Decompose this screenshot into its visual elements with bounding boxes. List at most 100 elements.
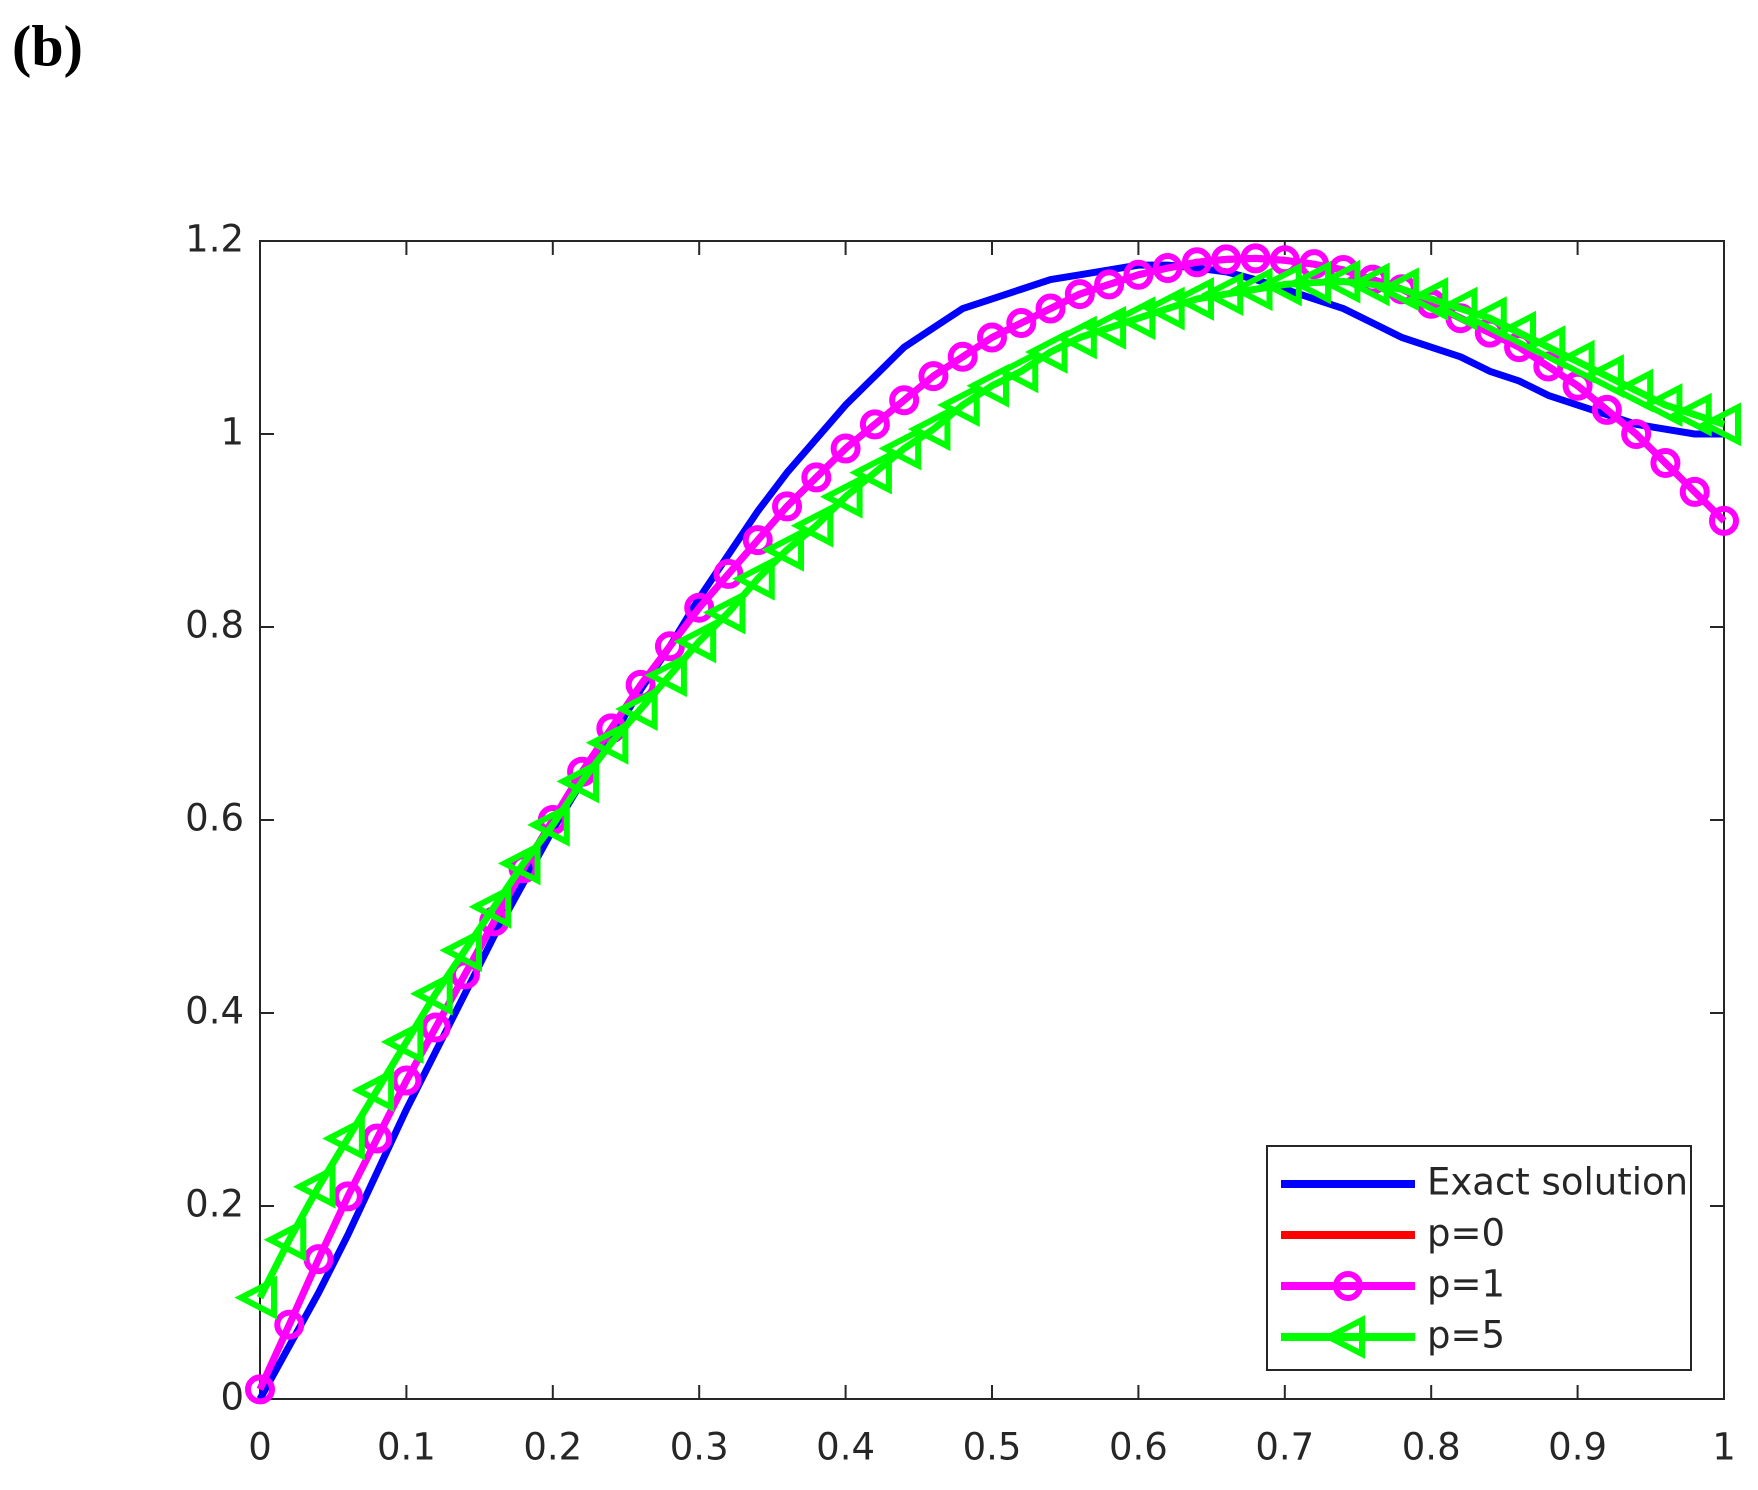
marker bbox=[234, 1275, 277, 1320]
marker bbox=[263, 1217, 307, 1262]
legend-label: p=0 bbox=[1427, 1212, 1505, 1255]
marker bbox=[420, 1012, 451, 1043]
marker bbox=[1434, 286, 1478, 331]
marker bbox=[303, 1244, 334, 1275]
marker bbox=[1639, 383, 1683, 427]
marker bbox=[713, 558, 744, 589]
x-tick-label: 1 bbox=[1712, 1426, 1736, 1469]
marker bbox=[966, 363, 1009, 408]
marker bbox=[1581, 354, 1624, 399]
marker bbox=[1650, 447, 1681, 478]
marker bbox=[1698, 402, 1741, 447]
marker bbox=[468, 884, 512, 929]
marker bbox=[1621, 419, 1652, 449]
x-tick-label: 0.7 bbox=[1255, 1426, 1314, 1469]
marker bbox=[362, 1123, 393, 1154]
x-tick-label: 0.5 bbox=[963, 1426, 1022, 1469]
marker bbox=[1591, 394, 1622, 425]
marker bbox=[410, 971, 453, 1016]
marker bbox=[274, 1309, 305, 1340]
marker bbox=[1054, 315, 1097, 360]
marker bbox=[527, 802, 570, 847]
marker bbox=[245, 1374, 275, 1405]
marker bbox=[1709, 505, 1739, 536]
legend-label: p=1 bbox=[1427, 1263, 1505, 1306]
marker bbox=[702, 590, 746, 635]
marker bbox=[1552, 339, 1595, 384]
x-tick-label: 0.9 bbox=[1548, 1426, 1607, 1469]
marker bbox=[947, 341, 978, 372]
y-tick-label: 0.2 bbox=[185, 1183, 244, 1226]
legend-label: p=5 bbox=[1427, 1314, 1505, 1357]
marker bbox=[1152, 253, 1183, 284]
marker bbox=[1035, 293, 1066, 324]
x-tick-label: 0.2 bbox=[523, 1426, 582, 1469]
marker bbox=[918, 361, 949, 392]
panel-label: (b) bbox=[12, 13, 83, 78]
marker bbox=[1006, 308, 1037, 339]
marker bbox=[878, 426, 922, 471]
x-tick-label: 0.6 bbox=[1109, 1426, 1168, 1469]
plot-frame bbox=[259, 240, 1725, 1400]
marker bbox=[761, 527, 805, 572]
marker bbox=[684, 592, 715, 623]
marker bbox=[556, 759, 600, 804]
marker bbox=[380, 1020, 424, 1064]
x-tick-label: 0.4 bbox=[816, 1426, 875, 1469]
y-tick-label: 0.6 bbox=[185, 797, 244, 840]
marker bbox=[654, 631, 685, 662]
marker bbox=[439, 928, 482, 973]
marker bbox=[937, 383, 980, 427]
marker bbox=[772, 491, 803, 522]
y-tick-label: 1.2 bbox=[185, 218, 244, 261]
marker bbox=[1123, 259, 1154, 290]
marker bbox=[907, 407, 951, 452]
marker bbox=[644, 653, 687, 698]
legend-label: Exact solution bbox=[1427, 1161, 1688, 1204]
marker bbox=[977, 322, 1007, 353]
marker bbox=[1669, 392, 1712, 437]
marker bbox=[1493, 310, 1537, 355]
marker bbox=[497, 841, 541, 886]
marker bbox=[351, 1068, 395, 1113]
marker bbox=[1181, 247, 1212, 278]
marker bbox=[322, 1116, 365, 1161]
x-tick-label: 0.1 bbox=[377, 1426, 436, 1469]
y-tick-label: 0.8 bbox=[185, 604, 244, 647]
marker bbox=[742, 525, 773, 556]
marker bbox=[391, 1065, 422, 1096]
marker bbox=[995, 349, 1039, 394]
marker bbox=[1464, 296, 1507, 341]
marker bbox=[585, 720, 629, 765]
marker bbox=[1610, 368, 1654, 413]
marker bbox=[1376, 267, 1419, 312]
marker bbox=[1142, 286, 1185, 331]
marker bbox=[1025, 330, 1068, 374]
marker bbox=[1112, 296, 1156, 341]
marker bbox=[1211, 244, 1242, 275]
legend-marker bbox=[1333, 1271, 1363, 1301]
marker bbox=[1679, 476, 1710, 507]
marker bbox=[332, 1181, 363, 1212]
y-tick-label: 0 bbox=[220, 1376, 244, 1419]
x-tick-label: 0 bbox=[248, 1426, 272, 1469]
marker bbox=[830, 433, 861, 464]
marker bbox=[859, 409, 890, 440]
marker bbox=[801, 462, 832, 493]
marker bbox=[1405, 276, 1449, 321]
marker bbox=[1522, 325, 1566, 370]
marker bbox=[732, 556, 775, 601]
marker bbox=[615, 687, 658, 731]
marker bbox=[889, 385, 920, 416]
y-tick-label: 0.4 bbox=[185, 990, 244, 1033]
marker bbox=[293, 1164, 336, 1209]
x-tick-label: 0.8 bbox=[1402, 1426, 1461, 1469]
y-tick-label: 1 bbox=[220, 411, 244, 454]
x-tick-label: 0.3 bbox=[670, 1426, 729, 1469]
marker bbox=[849, 450, 892, 495]
legend-marker bbox=[1322, 1315, 1365, 1359]
marker bbox=[1240, 243, 1271, 274]
marker bbox=[673, 619, 717, 664]
